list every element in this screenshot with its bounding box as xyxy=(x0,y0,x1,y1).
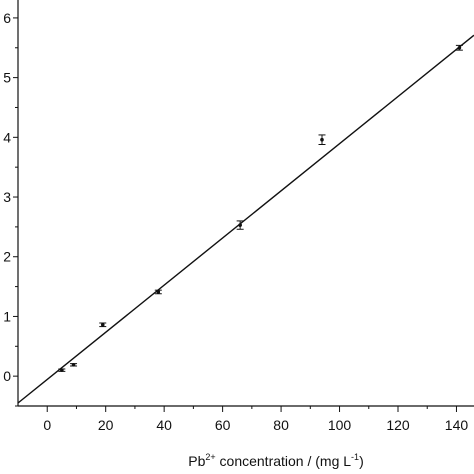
y-tick-label: 4 xyxy=(3,129,11,145)
y-tick-label: 1 xyxy=(3,308,11,324)
data-point xyxy=(457,45,462,50)
x-tick-label: 40 xyxy=(156,417,172,433)
x-ticks: 0 20 40 60 80 100 120 140 xyxy=(43,406,468,433)
data-point xyxy=(100,323,105,327)
x-tick-label: 120 xyxy=(386,417,410,433)
fit-line xyxy=(17,34,474,404)
y-ticks: 0 1 2 3 4 5 6 xyxy=(3,10,18,407)
data-point xyxy=(156,290,161,294)
x-axis-label: Pb2+ concentration / (mg L-1) xyxy=(188,452,363,469)
x-tick-label: 60 xyxy=(215,417,231,433)
data-points xyxy=(58,44,463,372)
data-point xyxy=(71,363,76,367)
x-tick-label: 100 xyxy=(328,417,352,433)
y-tick-label: 0 xyxy=(3,368,11,384)
y-tick-label: 6 xyxy=(3,10,11,26)
data-point xyxy=(238,223,242,227)
fit-line-group xyxy=(17,34,474,404)
axes xyxy=(17,0,474,407)
x-tick-label: 0 xyxy=(43,417,51,433)
x-tick-label: 80 xyxy=(273,417,289,433)
y-tick-label: 2 xyxy=(3,249,11,265)
y-tick-label: 5 xyxy=(3,70,11,86)
data-point xyxy=(60,368,64,372)
data-point xyxy=(320,137,324,142)
x-tick-label: 20 xyxy=(98,417,114,433)
x-tick-label: 140 xyxy=(445,417,469,433)
y-tick-label: 3 xyxy=(3,189,11,205)
